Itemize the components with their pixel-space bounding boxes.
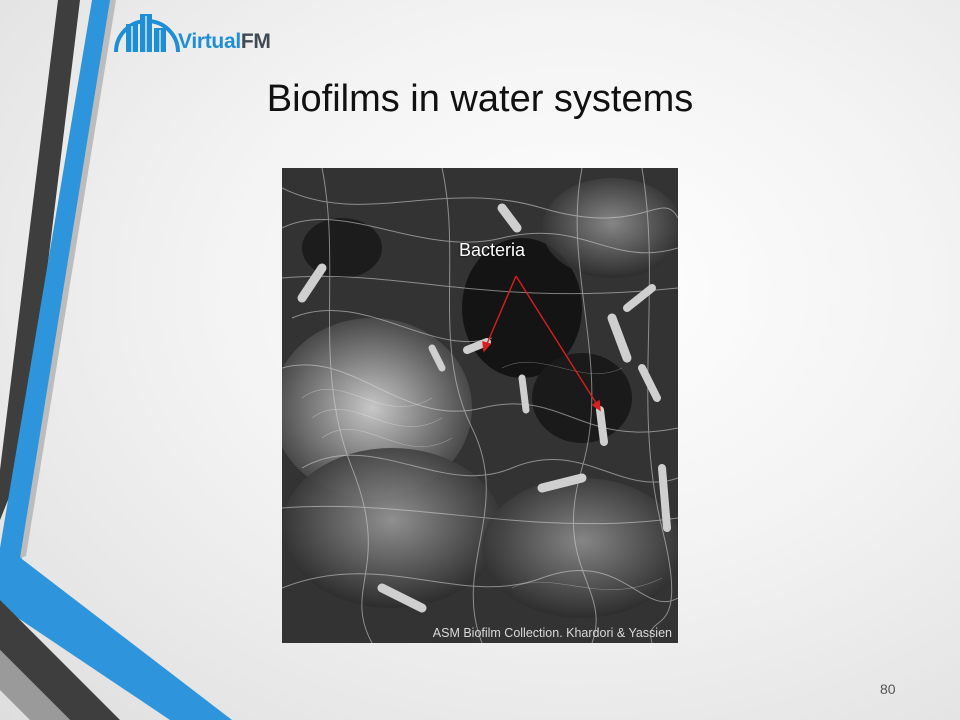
building-logo-icon — [114, 14, 180, 53]
biofilm-micrograph: Bacteria ASM Biofilm Collection. Khardor… — [282, 168, 678, 643]
bottom-gray-band — [0, 650, 70, 720]
left-thin-stripe — [20, 0, 116, 558]
slide-title: Biofilms in water systems — [0, 78, 960, 121]
page-number: 80 — [880, 681, 896, 697]
micrograph-graphic — [282, 168, 678, 643]
left-blue-stripe — [0, 0, 112, 574]
image-credit: ASM Biofilm Collection. Khardori & Yassi… — [432, 626, 672, 640]
logo-text-virtual: Virtual — [178, 30, 241, 53]
bottom-blue-band — [0, 552, 232, 720]
left-dark-stripe — [0, 0, 80, 520]
logo-wordmark: VirtualFM — [178, 30, 271, 54]
logo-text-fm: FM — [240, 30, 271, 53]
annotation-arrows — [482, 275, 601, 412]
bacteria-annotation-label: Bacteria — [459, 240, 526, 260]
bottom-dark-band — [0, 600, 120, 720]
slide-title-text: Biofilms in water systems — [266, 78, 694, 120]
virtualfm-logo — [112, 4, 312, 56]
